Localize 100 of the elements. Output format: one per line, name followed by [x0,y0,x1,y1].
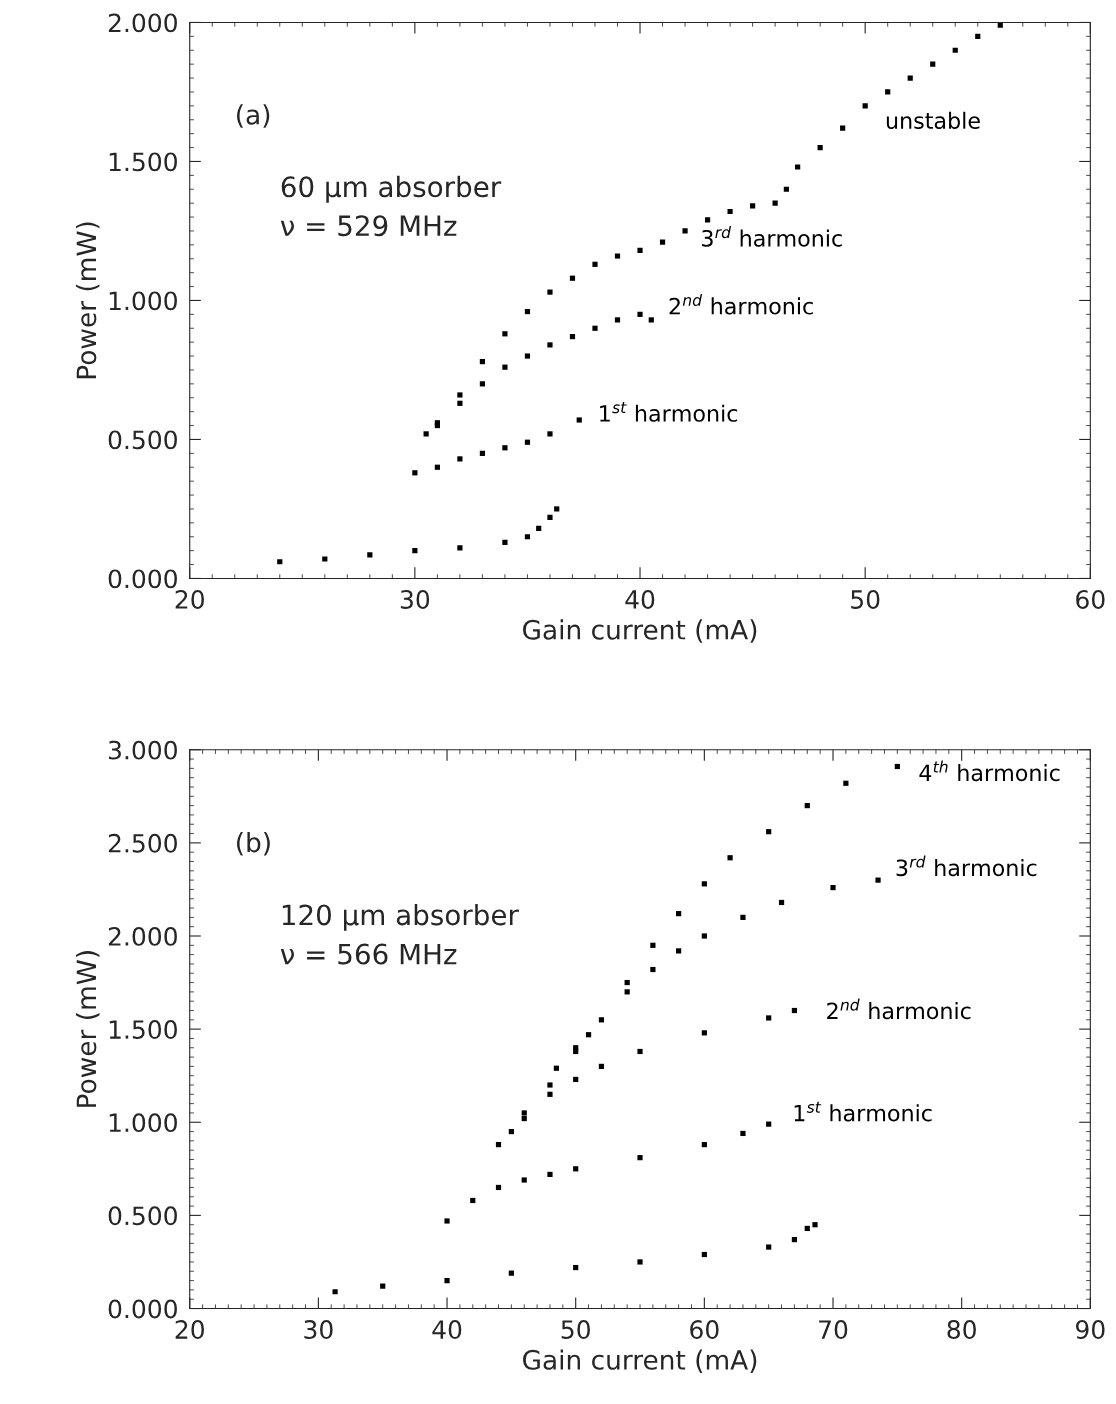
point [521,1177,527,1183]
point [975,33,981,39]
x-tick-label: 60 [690,1320,719,1339]
point [830,884,836,891]
point [875,877,881,883]
point [650,942,656,948]
point [930,61,936,67]
point [598,1017,605,1023]
series-label: 2$^{nd}$ harmonic [827,998,971,1020]
point [502,539,508,545]
point [701,933,707,939]
point [547,431,553,437]
point [434,464,440,470]
series-label: 4$^{th}$ harmonic [919,760,1060,782]
y-tick-label: 2.000 [108,13,177,33]
point [508,1270,514,1276]
point [637,1259,643,1265]
point [727,208,733,215]
y-tick-label: 1.000 [109,291,177,311]
point [894,763,900,770]
point [444,1277,450,1284]
point [804,803,810,809]
x-tick-label: 30 [400,590,430,609]
x-tick-label: 80 [947,1320,976,1339]
point [704,217,711,223]
point [553,1065,559,1071]
series-label: 1$^{st}$ harmonic [794,1101,932,1122]
point [650,966,656,973]
point [592,261,598,267]
point [521,1110,527,1116]
y-axis-title: Power (mW) [75,222,100,379]
point [508,1128,514,1135]
y-tick-label: 2.500 [108,833,177,853]
point [524,308,531,315]
point [573,1264,579,1271]
x-axis-title: Gain current (mA) [523,619,757,643]
annotation: 120 μm absorber [282,903,519,931]
point [547,1082,553,1088]
point [614,317,621,323]
point [772,200,778,206]
point [592,325,598,331]
point [843,780,849,786]
point [524,534,531,540]
y-tick-label: 0.000 [108,569,177,589]
y-tick-label: 1.500 [109,1020,177,1039]
point [727,855,733,861]
point [470,1197,476,1204]
point [795,164,801,170]
point [547,1091,553,1097]
series-label: 3$^{rd}$ harmonic [896,855,1037,877]
point [479,359,486,365]
point [502,364,508,370]
point [804,1225,810,1232]
point [862,103,868,109]
point [457,392,463,398]
point [569,275,576,281]
point [624,979,630,986]
x-tick-label: 20 [175,590,204,609]
series-label: unstable [886,111,980,129]
point [412,470,418,476]
point [952,47,958,53]
point [495,1142,502,1148]
point [885,89,891,95]
point [547,289,553,295]
point [569,334,576,340]
series-label: 2$^{nd}$ harmonic [669,293,813,315]
x-tick-label: 90 [1076,1320,1105,1339]
point [766,829,772,835]
point [701,1251,707,1258]
y-tick-label: 2.000 [108,926,177,946]
point [547,1171,553,1178]
point [766,1121,772,1127]
point [676,911,682,917]
point [547,514,553,520]
point [457,545,463,551]
point [766,1015,772,1021]
annotation: (a) [237,104,270,128]
point [554,506,560,512]
point [444,1218,450,1224]
point [277,559,283,565]
annotation: ν = 566 MHz [280,943,457,965]
point [624,989,630,995]
point [598,1063,605,1069]
x-tick-label: 40 [625,590,655,609]
y-tick-label: 0.500 [108,1206,177,1226]
point [778,899,785,906]
point [573,1048,579,1055]
x-tick-label: 20 [175,1320,204,1339]
x-tick-label: 40 [432,1320,462,1339]
point [332,1289,338,1295]
point [783,186,789,192]
point [648,317,654,323]
point [573,1076,579,1083]
point [701,1142,707,1148]
annotation: 60 μm absorber [281,175,502,203]
y-tick-label: 3.000 [108,740,177,760]
point [907,75,913,81]
y-tick-label: 1.500 [109,152,177,172]
point [766,1244,772,1250]
point [637,1155,643,1161]
